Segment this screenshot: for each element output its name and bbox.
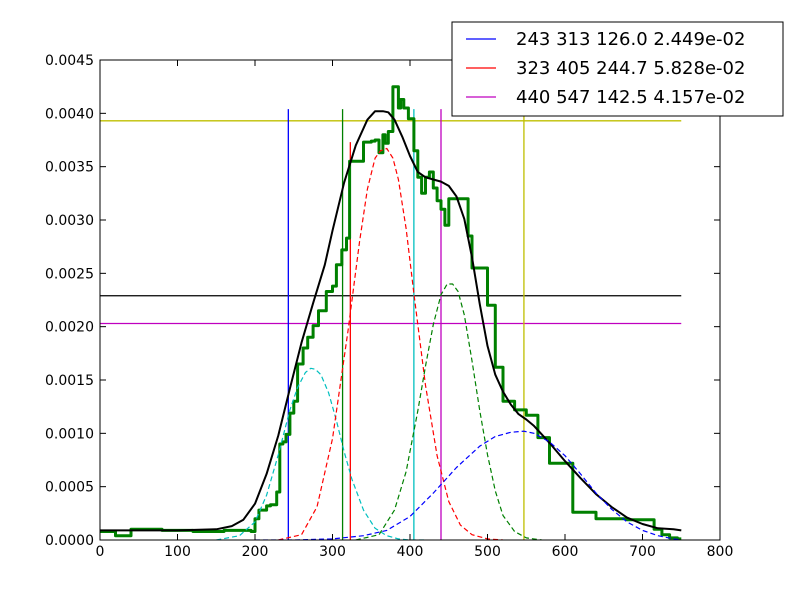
x-tick-label-6: 600	[552, 544, 579, 560]
x-tick-label-0: 0	[96, 544, 105, 560]
x-tick-label-4: 400	[397, 544, 424, 560]
y-tick-label-0: 0.0000	[45, 533, 94, 549]
series-line-2	[216, 367, 426, 540]
series-layer	[100, 85, 682, 540]
legend: 243 313 126.0 2.449e-02 323 405 244.7 5.8…	[451, 21, 784, 117]
x-tick-label-8: 800	[707, 544, 734, 560]
y-tick-label-8: 0.0040	[45, 106, 94, 122]
y-tick-label-1: 0.0005	[45, 480, 94, 496]
y-tick-label-6: 0.0030	[45, 213, 94, 229]
y-tick-label-5: 0.0025	[45, 266, 94, 282]
x-tick-label-3: 300	[319, 544, 346, 560]
x-tick-label-7: 700	[629, 544, 656, 560]
y-tick-label-2: 0.0010	[45, 426, 94, 442]
legend-label-2: 440 547 142.5 4.157e-02	[516, 87, 745, 108]
series-line-5	[255, 430, 682, 540]
x-tick-label-2: 200	[242, 544, 269, 560]
series-line-1	[100, 110, 682, 532]
x-tick-label-5: 500	[474, 544, 501, 560]
axis-ticks: 0 100 200 300 400 500 600 700 800 0.0000 0.0005 0.0…	[45, 53, 733, 560]
y-tick-label-9: 0.0045	[45, 53, 94, 69]
legend-label-1: 323 405 244.7 5.828e-02	[516, 58, 745, 79]
legend-label-0: 243 313 126.0 2.449e-02	[516, 29, 745, 50]
y-tick-label-7: 0.0035	[45, 160, 94, 176]
x-tick-label-1: 100	[164, 544, 191, 560]
series-line-4	[355, 283, 542, 540]
y-tick-label-4: 0.0020	[45, 320, 94, 336]
series-line-3	[278, 147, 504, 540]
series-line-0	[100, 85, 682, 540]
reference-lines	[100, 109, 682, 540]
legend-box	[451, 21, 784, 117]
y-tick-label-3: 0.0015	[45, 373, 94, 389]
